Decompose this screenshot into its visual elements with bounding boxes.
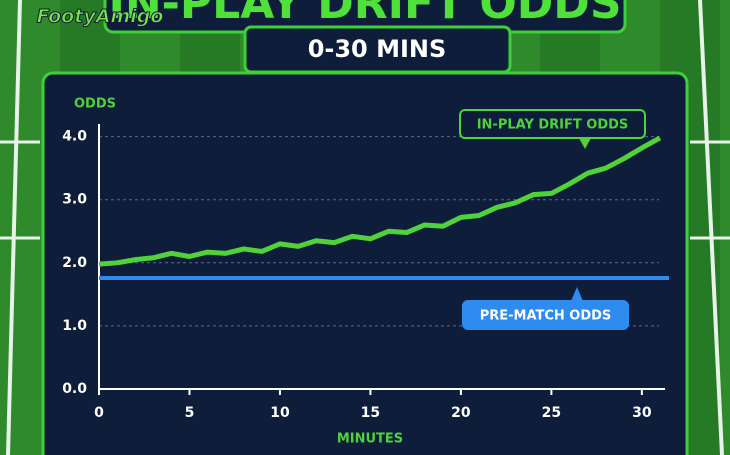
legend-pointer: [571, 287, 583, 301]
chart-panel: [41, 71, 689, 455]
legend-label: IN-PLAY DRIFT ODDS: [477, 118, 629, 133]
y-tick-label: 3.0: [62, 192, 87, 208]
legend-pointer: [579, 138, 591, 149]
series-line: [98, 135, 662, 267]
y-tick-label: 0.0: [62, 381, 87, 397]
x-axis-label: MINUTES: [337, 432, 403, 447]
pitch-line: [6, 0, 22, 455]
x-tick-label: 30: [632, 405, 652, 421]
x-tick-label: 20: [451, 405, 471, 421]
x-tick-label: 15: [361, 405, 380, 421]
x-tick-label: 10: [270, 405, 290, 421]
chart-subtitle: 0-30 MINS: [308, 35, 447, 63]
y-axis-label: ODDS: [74, 97, 116, 112]
chart-title: IN-PLAY DRIFT ODDS: [108, 0, 621, 29]
x-tick-label: 5: [185, 405, 195, 421]
legend-box: [462, 300, 629, 330]
pitch-line: [698, 0, 724, 455]
y-tick-label: 2.0: [62, 255, 87, 271]
legend-box: [459, 109, 646, 139]
legend-label: PRE-MATCH ODDS: [480, 309, 612, 324]
brand-logo: FootyAmigo: [37, 6, 164, 28]
y-tick-label: 1.0: [62, 318, 87, 334]
x-tick-label: 25: [542, 405, 561, 421]
x-tick-label: 0: [94, 405, 104, 421]
y-tick-label: 4.0: [62, 129, 87, 145]
